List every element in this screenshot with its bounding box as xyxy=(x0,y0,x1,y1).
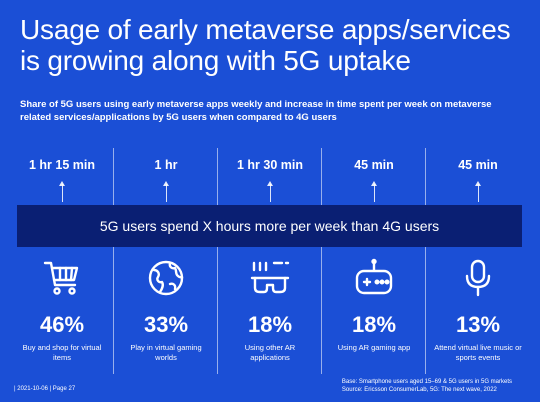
footer-page-info: | 2021-10-06 | Page 27 xyxy=(14,386,76,392)
metric-column: 1 hr 15 min 46% Buy and shop for virtual… xyxy=(10,148,114,378)
column-divider xyxy=(425,148,426,374)
metric-column: 1 hr 30 min 18% Using other AR applicati… xyxy=(218,148,322,378)
arrow-up-icon xyxy=(475,181,481,186)
time-increase-label: 1 hr xyxy=(154,158,178,172)
arrow-up-icon xyxy=(59,181,65,186)
arrow-line xyxy=(270,184,271,202)
column-divider xyxy=(217,148,218,374)
gamepad-icon xyxy=(355,258,393,295)
footer-base-note: Base: Smartphone users aged 15–69 & 5G u… xyxy=(341,379,512,385)
arrow-line xyxy=(478,184,479,202)
share-value: 46% xyxy=(39,312,85,337)
arrow-line xyxy=(374,184,375,202)
category-label: Attend virtual live music or sports even… xyxy=(434,343,522,362)
arrow-up-icon xyxy=(371,181,377,186)
metric-column: 45 min 13% Attend virtual live music or … xyxy=(426,148,530,378)
arrow-line xyxy=(166,184,167,202)
metric-column: 1 hr 33% Play in virtual gaming worlds xyxy=(114,148,218,378)
time-increase-label: 45 min xyxy=(458,158,498,172)
metrics-columns: 1 hr 15 min 46% Buy and shop for virtual… xyxy=(10,148,530,378)
arrow-line xyxy=(62,184,63,202)
share-value: 18% xyxy=(247,312,293,337)
time-increase-label: 1 hr 15 min xyxy=(29,158,95,172)
category-label: Buy and shop for virtual items xyxy=(22,343,102,362)
arrow-up-icon xyxy=(267,181,273,186)
metric-column: 45 min 18% Using AR gaming app xyxy=(322,148,426,378)
cart-icon xyxy=(43,261,79,295)
time-increase-label: 45 min xyxy=(354,158,394,172)
column-divider xyxy=(113,148,114,374)
summary-banner: 5G users spend X hours more per week tha… xyxy=(17,205,522,247)
globe-icon xyxy=(148,260,184,296)
page-subtitle: Share of 5G users using early metaverse … xyxy=(20,99,492,123)
page-title: Usage of early metaverse apps/services i… xyxy=(20,14,511,76)
ar-glasses-icon xyxy=(250,261,290,294)
share-value: 18% xyxy=(351,312,397,337)
share-value: 13% xyxy=(455,312,501,337)
footer-source: Base: Smartphone users aged 15–69 & 5G u… xyxy=(342,379,512,394)
column-divider xyxy=(321,148,322,374)
footer-source-note: Source: Ericsson ConsumerLab, 5G: The ne… xyxy=(341,386,497,393)
time-increase-label: 1 hr 30 min xyxy=(237,158,303,172)
category-label: Using other AR applications xyxy=(244,343,296,362)
category-label: Using AR gaming app xyxy=(337,343,411,352)
microphone-icon xyxy=(465,259,491,297)
arrow-up-icon xyxy=(163,181,169,186)
category-label: Play in virtual gaming worlds xyxy=(130,343,202,362)
share-value: 33% xyxy=(143,312,189,337)
